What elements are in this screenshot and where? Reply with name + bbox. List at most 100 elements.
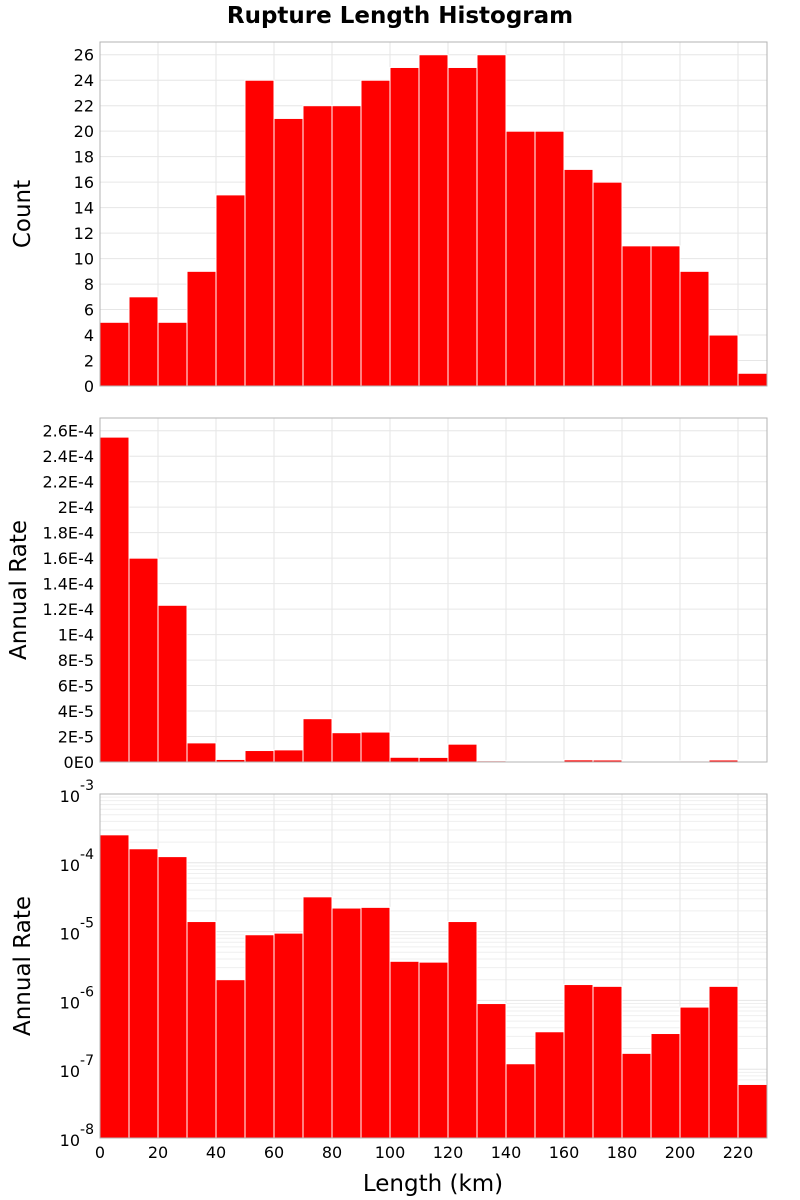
histogram-bar	[476, 54, 507, 387]
y-tick-label: 4E-5	[58, 702, 94, 721]
histogram-bar	[360, 731, 391, 763]
x-tick-label: 60	[264, 1143, 284, 1162]
histogram-bar	[650, 245, 681, 387]
plot-area-2	[100, 418, 767, 762]
y-tick-label: 1E-4	[58, 626, 94, 645]
histogram-bar	[418, 756, 449, 763]
histogram-bar	[302, 896, 333, 1139]
histogram-bar	[418, 961, 449, 1139]
histogram-bar	[331, 105, 362, 387]
histogram-bar	[621, 1052, 652, 1139]
y-axis-label: Count	[10, 180, 36, 248]
histogram-bar	[186, 270, 217, 387]
y-tick-label: 6	[84, 301, 94, 320]
y-tick-label: 10-8	[60, 1122, 94, 1150]
x-tick-label: 20	[148, 1143, 168, 1162]
histogram-bar	[331, 732, 362, 763]
histogram-bar	[186, 921, 217, 1139]
histogram-bar	[737, 372, 768, 387]
chart-panels: 02468101214161820222426Count0E02E-54E-56…	[6, 41, 768, 1162]
y-tick-label: 24	[74, 71, 94, 90]
histogram-bar	[650, 1033, 681, 1139]
histogram-bar	[592, 985, 623, 1139]
histogram-bar	[708, 985, 739, 1139]
y-tick-label: 2.4E-4	[42, 447, 94, 466]
histogram-bar	[389, 756, 420, 763]
y-axis-label: Annual Rate	[10, 896, 36, 1036]
histogram-bar	[244, 934, 275, 1139]
histogram-bar	[505, 1063, 536, 1139]
histogram-bar	[99, 436, 130, 763]
histogram-bar	[447, 743, 478, 763]
histogram-bar	[302, 718, 333, 763]
y-tick-label: 1.2E-4	[42, 600, 94, 619]
plot-frame-2	[99, 417, 768, 763]
histogram-bar	[128, 296, 159, 387]
x-tick-label: 100	[375, 1143, 406, 1162]
y-tick-label: 8E-5	[58, 651, 94, 670]
x-tick-label: 140	[491, 1143, 522, 1162]
y-tick-label: 12	[74, 224, 94, 243]
y-tick-label: 10-4	[60, 847, 94, 875]
histogram-bar	[273, 749, 304, 763]
x-tick-label: 80	[322, 1143, 342, 1162]
histogram-bar	[708, 334, 739, 387]
y-tick-label: 2.2E-4	[42, 473, 94, 492]
y-tick-label: 6E-5	[58, 677, 94, 696]
histogram-bar	[128, 557, 159, 763]
y-tick-label: 2E-5	[58, 728, 94, 747]
panel-3: 10-8 10-7 10-6 10-5 10-4 10-3 Annual Rate	[10, 778, 768, 1150]
y-tick-label: 10-3	[60, 778, 94, 806]
histogram-bar	[505, 130, 536, 387]
y-tick-label: 1.4E-4	[42, 575, 94, 594]
histogram-bar	[157, 856, 188, 1139]
x-tick-label: 220	[723, 1143, 754, 1162]
histogram-bar	[447, 921, 478, 1139]
y-tick-label: 1.8E-4	[42, 524, 94, 543]
histogram-bar	[534, 1031, 565, 1139]
y-tick-label: 14	[74, 199, 94, 218]
y-tick-label: 22	[74, 97, 94, 116]
histogram-bar	[186, 742, 217, 763]
plot-frame-3	[99, 793, 768, 1139]
y-tick-label: 0E0	[64, 753, 94, 772]
histogram-bar	[563, 984, 594, 1139]
histogram-bar	[360, 79, 391, 387]
y-tick-label: 2.6E-4	[42, 422, 94, 441]
x-tick-label: 200	[665, 1143, 696, 1162]
x-axis-ticks: 0 20 40 60 80 100 120 140 160 180 200 220	[95, 1143, 753, 1162]
histogram-bar	[128, 848, 159, 1139]
histogram-bar	[273, 117, 304, 387]
histogram-bar	[360, 906, 391, 1139]
x-tick-label: 160	[549, 1143, 580, 1162]
histogram-bar	[273, 932, 304, 1139]
histogram-bar	[99, 321, 130, 387]
histogram-bar	[418, 54, 449, 387]
x-tick-label: 0	[95, 1143, 105, 1162]
y-tick-label: 4	[84, 326, 94, 345]
y-tick-label: 10-5	[60, 916, 94, 944]
histogram-bar	[302, 105, 333, 387]
y-tick-label: 10-6	[60, 984, 94, 1012]
y-tick-label: 0	[84, 377, 94, 396]
x-tick-label: 40	[206, 1143, 226, 1162]
histogram-bar	[99, 834, 130, 1139]
histogram-bar	[215, 979, 246, 1139]
y-tick-label: 18	[74, 148, 94, 167]
y-tick-label: 1.6E-4	[42, 549, 94, 568]
histogram-bar	[621, 245, 652, 387]
histogram-bar	[534, 130, 565, 387]
x-tick-label: 180	[607, 1143, 638, 1162]
y-axis-label: Annual Rate	[6, 520, 32, 660]
panel-2: 0E0 2E-5 4E-5 6E-5 8E-5 1E-4 1.2E-4 1.4E-4 1.6E-…	[6, 417, 768, 772]
histogram-bar	[389, 960, 420, 1139]
chart-title: Rupture Length Histogram	[227, 3, 573, 29]
plot-frame-1	[99, 41, 768, 387]
y-tick-label: 26	[74, 46, 94, 65]
y-tick-label: 10	[74, 250, 94, 269]
histogram-bar	[215, 194, 246, 387]
x-tick-label: 120	[433, 1143, 464, 1162]
histogram-bar	[244, 750, 275, 763]
histogram-bar	[244, 79, 275, 387]
